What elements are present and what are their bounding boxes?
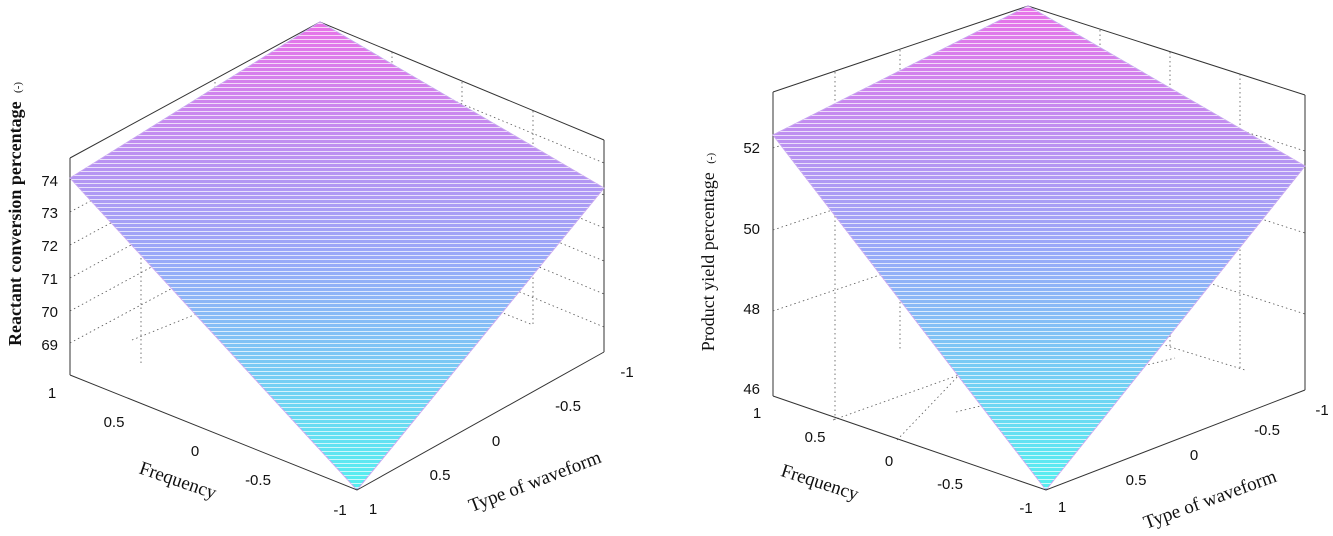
left-waveform-tick: -0.5 (555, 398, 581, 415)
left-waveform-tick: 0.5 (430, 467, 451, 484)
right-waveform-tick-labels: -1 -0.5 0 0.5 1 (1058, 402, 1329, 516)
left-waveform-tick: 1 (369, 501, 377, 518)
right-waveform-tick: 0 (1190, 447, 1198, 464)
right-waveform-tick: 0.5 (1126, 472, 1147, 489)
right-z-axis-label-text: Product yield percentage (698, 172, 718, 351)
right-waveform-axis-label: Type of waveform (1141, 466, 1280, 534)
right-frequency-tick: 0.5 (805, 429, 826, 446)
left-waveform-axis-label: Type of waveform (466, 447, 604, 517)
left-waveform-tick: 0 (492, 433, 500, 450)
left-frequency-tick: -1 (333, 502, 346, 519)
left-z-tick: 69 (41, 337, 58, 354)
right-z-axis-unit: (-) (705, 152, 717, 163)
right-z-axis-label: Product yield percentage (-) (698, 152, 718, 351)
right-surface-mesh (773, 6, 1305, 490)
right-waveform-tick: -1 (1315, 402, 1328, 419)
left-frequency-tick-labels: 1 0.5 0 -0.5 -1 (48, 385, 347, 519)
right-z-tick: 52 (743, 140, 760, 157)
left-waveform-tick-labels: -1 -0.5 0 0.5 1 (369, 364, 634, 518)
left-z-tick: 73 (41, 205, 58, 222)
left-frequency-tick: 0.5 (104, 414, 125, 431)
right-waveform-tick: 1 (1058, 499, 1066, 516)
left-frequency-tick: -0.5 (245, 472, 271, 489)
right-frequency-axis-label: Frequency (778, 460, 861, 505)
right-z-tick: 48 (743, 301, 760, 318)
left-z-tick-labels: 69 70 71 72 73 74 (41, 173, 58, 354)
right-frequency-tick: 1 (753, 405, 761, 422)
left-surface-mesh (70, 22, 604, 490)
left-z-tick: 72 (41, 238, 58, 255)
left-front-edges (69, 351, 605, 491)
left-z-axis-label: Reactant conversion percentage (-) (5, 82, 25, 346)
left-frequency-tick: 0 (191, 443, 199, 460)
svg-text:Product yield percentage: Product yield percentage (-) (698, 152, 718, 351)
left-surface-plot: 69 70 71 72 73 74 1 0.5 0 -0.5 -1 -1 -0.… (5, 21, 634, 519)
left-waveform-tick: -1 (620, 364, 633, 381)
right-z-tick: 50 (743, 221, 760, 238)
left-z-tick: 70 (41, 304, 58, 321)
right-frequency-tick: -0.5 (937, 476, 963, 493)
right-front-edges (772, 389, 1306, 491)
right-frequency-tick: 0 (885, 453, 893, 470)
left-z-axis-unit: (-) (12, 82, 24, 93)
left-z-tick: 74 (41, 173, 58, 190)
right-z-tick-labels: 46 48 50 52 (743, 140, 760, 398)
right-waveform-tick: -0.5 (1254, 422, 1280, 439)
right-surface-plot: 46 48 50 52 1 0.5 0 -0.5 -1 -1 -0.5 0 0.… (698, 5, 1329, 534)
right-z-tick: 46 (743, 381, 760, 398)
left-z-axis-label-text: Reactant conversion percentage (5, 101, 25, 346)
right-frequency-tick-labels: 1 0.5 0 -0.5 -1 (753, 405, 1033, 517)
svg-text:Reactant conversion percentage: Reactant conversion percentage (-) (5, 82, 25, 346)
right-frequency-tick: -1 (1019, 500, 1032, 517)
left-frequency-tick: 1 (48, 385, 56, 402)
left-frequency-axis-label: Frequency (136, 458, 219, 504)
left-z-tick: 71 (41, 271, 58, 288)
